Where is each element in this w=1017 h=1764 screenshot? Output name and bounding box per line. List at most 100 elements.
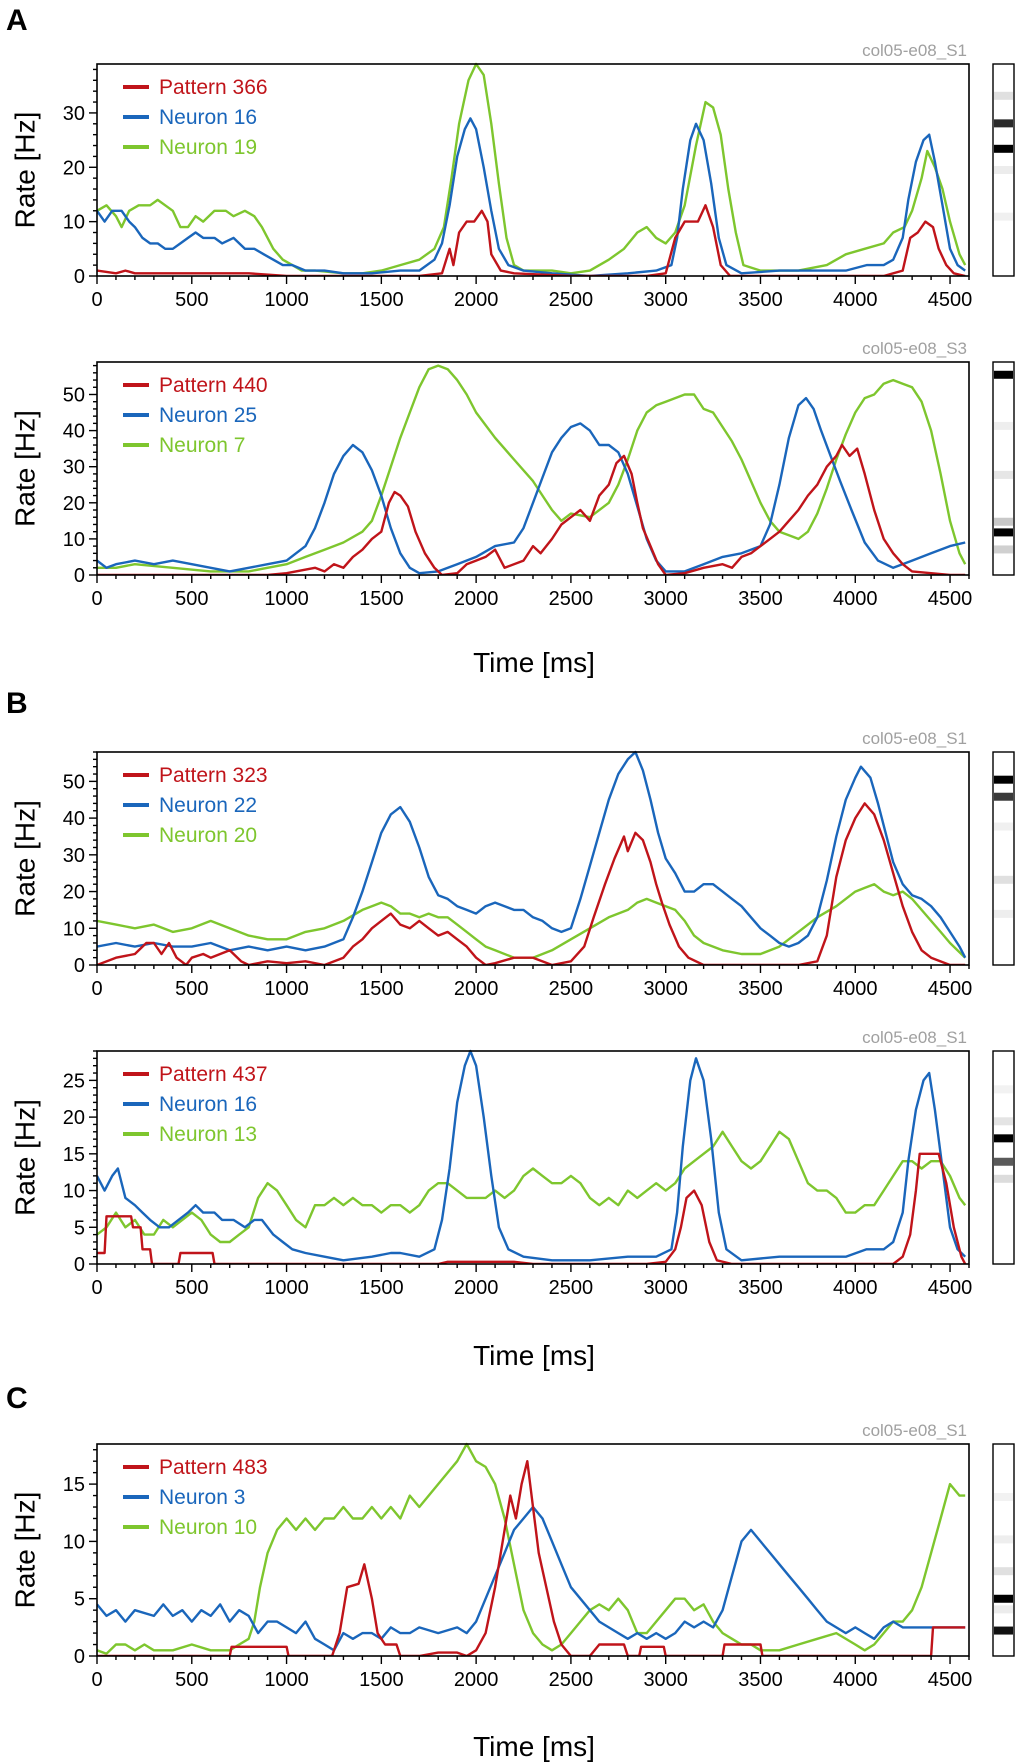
raster-frame	[992, 751, 1015, 966]
series-line-pattern-437	[97, 1152, 967, 1264]
raster-mark	[994, 528, 1013, 537]
x-tick-label: 2000	[454, 978, 499, 1000]
x-tick-label: 1000	[264, 588, 309, 610]
series-line-neuron-7	[97, 364, 967, 573]
chart-1: col05-e08_S1 Rate [Hz] 0 500 1000 1500 2000 250…	[9, 41, 1015, 311]
raster-mark	[994, 1493, 1013, 1501]
x-tick-label: 500	[175, 289, 208, 311]
panel-letter-a: A	[6, 4, 28, 37]
x-tick-label: 1500	[359, 978, 404, 1000]
raster-mark	[994, 775, 1013, 784]
plot-frame	[96, 751, 970, 966]
plot-frame	[96, 361, 970, 576]
y-axis-label: Rate [Hz]	[9, 1492, 40, 1609]
y-tick-label: 0	[74, 565, 85, 587]
y-tick-label: 5	[74, 1589, 85, 1611]
legend-label: Neuron 16	[159, 106, 257, 129]
raster-mark	[994, 545, 1013, 554]
y-tick-label: 40	[63, 421, 85, 443]
legend-label: Neuron 10	[159, 1516, 257, 1539]
legend-label: Pattern 366	[159, 76, 268, 99]
series-line-neuron-22	[97, 750, 967, 959]
x-tick-label: 1000	[264, 1669, 309, 1691]
raster-mark	[994, 144, 1013, 153]
raster-mark	[994, 1626, 1013, 1635]
source-label: col05-e08_S1	[862, 41, 967, 60]
x-tick-label: 3000	[643, 588, 688, 610]
raster-mark	[994, 1117, 1013, 1126]
x-tick-label: 0	[91, 1277, 102, 1299]
legend-label: Neuron 20	[159, 824, 257, 847]
x-tick-label: 500	[175, 1669, 208, 1691]
x-tick-label: 3000	[643, 1669, 688, 1691]
x-tick-label: 0	[91, 1669, 102, 1691]
x-tick-label: 4000	[833, 289, 878, 311]
raster-frame	[992, 361, 1015, 576]
y-tick-label: 20	[63, 157, 85, 179]
y-tick-label: 5	[74, 1217, 85, 1239]
series-line-neuron-16	[97, 1049, 967, 1262]
x-tick-label: 4000	[833, 1669, 878, 1691]
x-tick-label: 2500	[549, 588, 594, 610]
raster-mark	[994, 212, 1013, 221]
x-tick-label: 0	[91, 978, 102, 1000]
series-line-pattern-366	[97, 204, 966, 276]
y-tick-label: 10	[63, 212, 85, 234]
x-tick-label: 1000	[264, 1277, 309, 1299]
raster-mark	[994, 119, 1013, 128]
x-tick-label: 3500	[738, 1277, 783, 1299]
y-tick-label: 50	[63, 771, 85, 793]
y-tick-label: 10	[63, 918, 85, 940]
raster-mark	[994, 1594, 1013, 1603]
series-line-neuron-10	[97, 1442, 966, 1655]
raster-mark	[994, 1535, 1013, 1544]
y-tick-label: 20	[63, 493, 85, 515]
raster-mark	[994, 1085, 1013, 1094]
plot-frame	[96, 63, 970, 277]
raster-mark	[994, 370, 1013, 379]
y-tick-label: 10	[63, 1531, 85, 1553]
chart-5: col05-e08_S1 Rate [Hz] 0 500 1000 1500 2000 250…	[9, 1421, 1015, 1691]
x-tick-label: 2000	[454, 588, 499, 610]
raster-frame	[992, 1050, 1015, 1265]
legend-label: Neuron 25	[159, 404, 257, 427]
y-tick-label: 20	[63, 882, 85, 904]
raster-mark	[994, 166, 1013, 174]
x-tick-label: 0	[91, 588, 102, 610]
x-tick-label: 0	[91, 289, 102, 311]
y-axis-label: Rate [Hz]	[9, 112, 40, 229]
x-axis-label-b: Time [ms]	[473, 1340, 595, 1371]
legend-label: Neuron 3	[159, 1486, 245, 1509]
raster-mark	[994, 909, 1013, 918]
raster-mark	[994, 1605, 1013, 1614]
panel-letter-c: C	[6, 1382, 28, 1415]
raster-bar	[992, 63, 1015, 277]
x-tick-label: 3500	[738, 289, 783, 311]
legend-label: Neuron 13	[159, 1123, 257, 1146]
legend-label: Pattern 440	[159, 374, 268, 397]
plot-frame	[96, 1050, 970, 1265]
y-tick-label: 30	[63, 103, 85, 125]
legend-label: Neuron 7	[159, 434, 245, 457]
y-axis-label: Rate [Hz]	[9, 410, 40, 527]
legend-label: Neuron 19	[159, 136, 257, 159]
legend-label: Neuron 16	[159, 1093, 257, 1116]
raster-mark	[994, 822, 1013, 831]
y-tick-label: 0	[74, 1646, 85, 1668]
y-tick-label: 0	[74, 955, 85, 977]
x-tick-label: 2000	[454, 1277, 499, 1299]
y-axis-label: Rate [Hz]	[9, 1099, 40, 1216]
x-tick-label: 1500	[359, 1277, 404, 1299]
y-tick-label: 15	[63, 1144, 85, 1166]
raster-mark	[994, 1134, 1013, 1143]
x-tick-label: 2000	[454, 1669, 499, 1691]
source-label: col05-e08_S1	[862, 1421, 967, 1440]
x-tick-label: 2500	[549, 978, 594, 1000]
legend-label: Pattern 483	[159, 1456, 268, 1479]
y-tick-label: 0	[74, 1254, 85, 1276]
y-tick-label: 20	[63, 1107, 85, 1129]
x-tick-label: 500	[175, 978, 208, 1000]
y-tick-label: 10	[63, 529, 85, 551]
raster-mark	[994, 470, 1013, 479]
